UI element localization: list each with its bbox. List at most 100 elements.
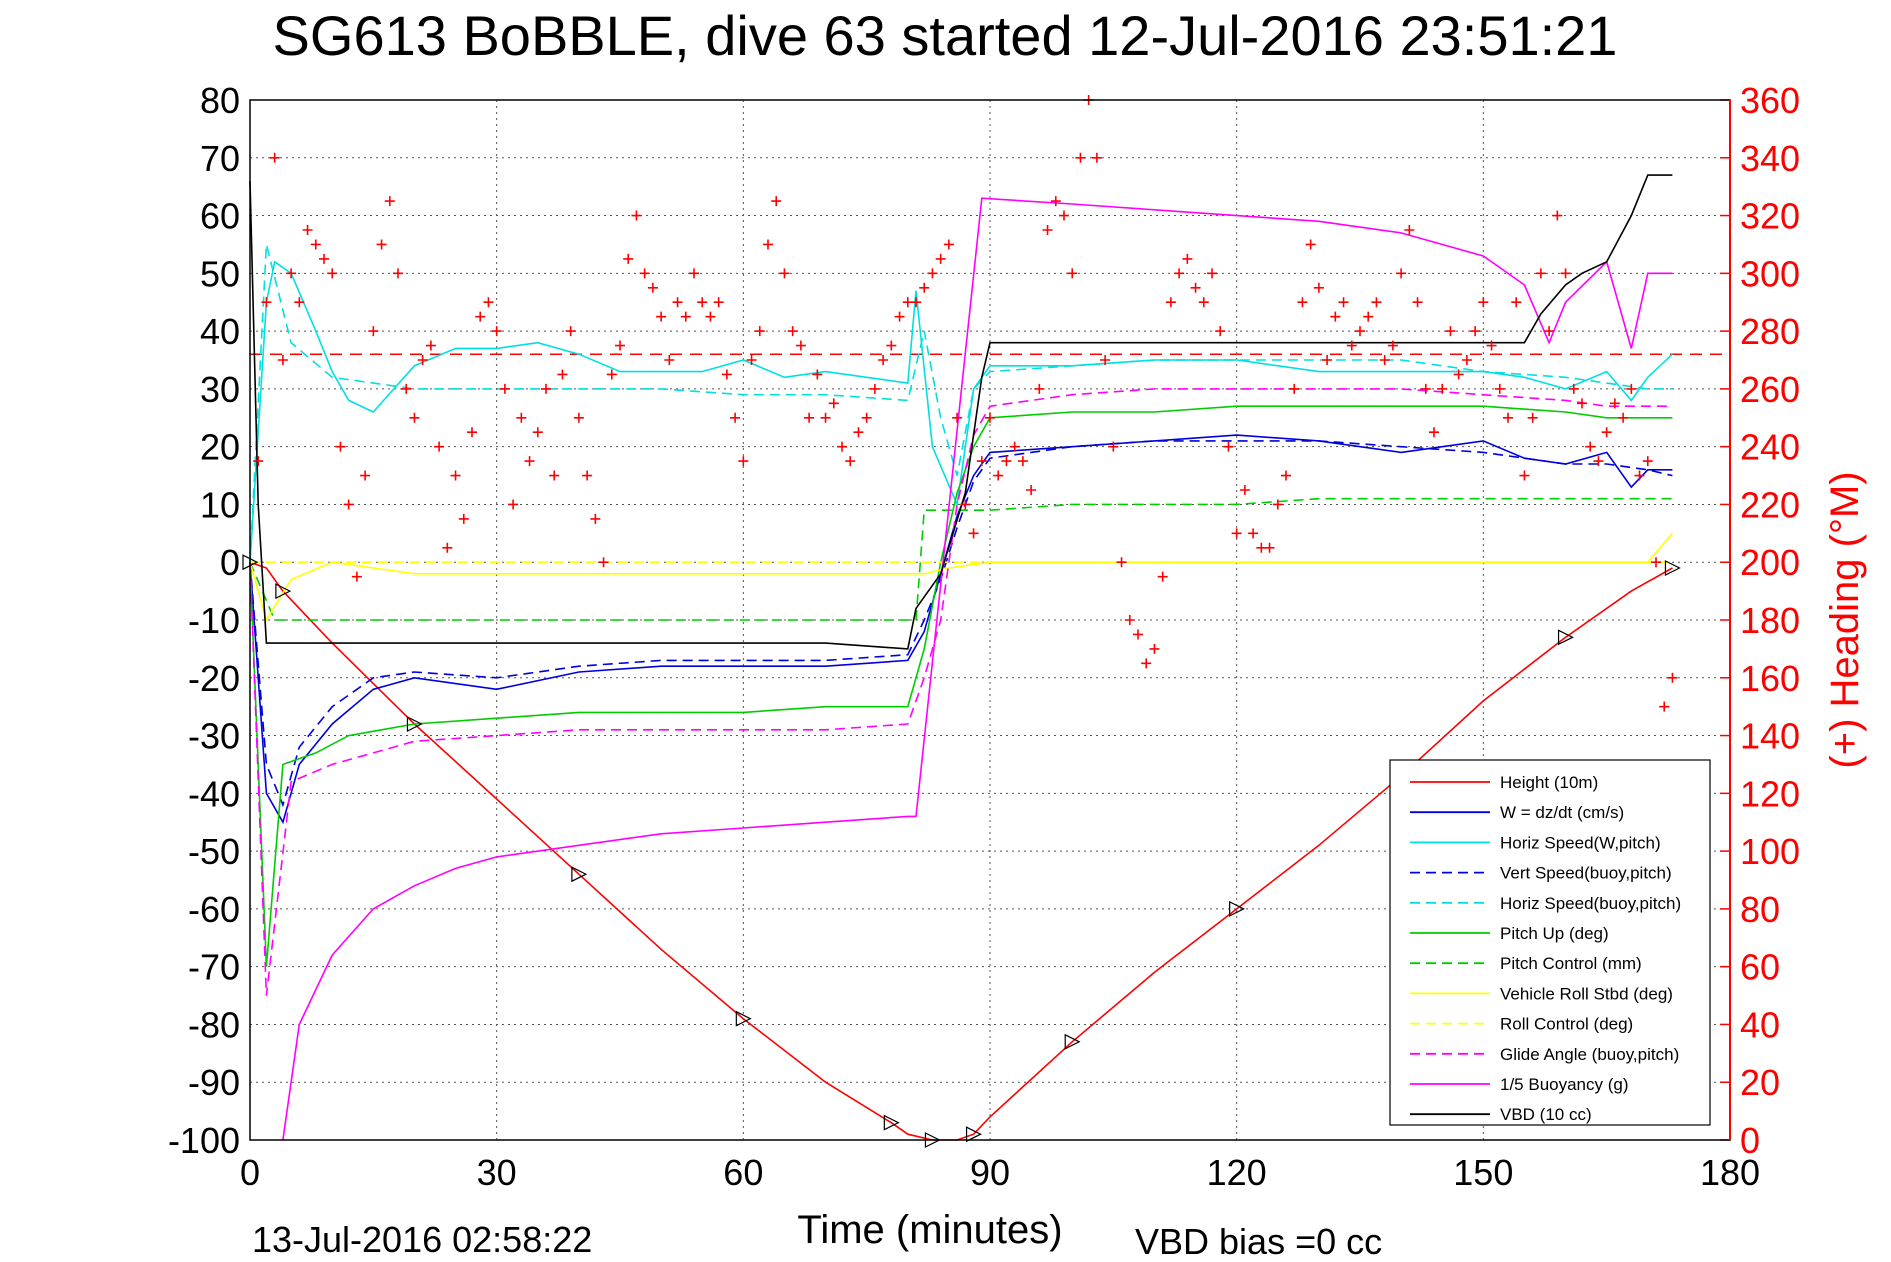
legend-label: W = dz/dt (cm/s) bbox=[1500, 803, 1624, 822]
heading-marker bbox=[508, 499, 519, 510]
heading-marker bbox=[1215, 326, 1226, 337]
depth-marker bbox=[1064, 1033, 1081, 1050]
heading-marker bbox=[1067, 268, 1078, 279]
heading-marker bbox=[1034, 383, 1045, 394]
heading-marker bbox=[713, 297, 724, 308]
heading-marker bbox=[1075, 152, 1086, 163]
heading-marker bbox=[754, 326, 765, 337]
heading-marker bbox=[1091, 152, 1102, 163]
heading-marker bbox=[894, 311, 905, 322]
y-right-tick-label: 200 bbox=[1740, 542, 1800, 583]
y-right-tick-label: 160 bbox=[1740, 658, 1800, 699]
heading-marker bbox=[837, 441, 847, 452]
heading-marker bbox=[1461, 355, 1472, 365]
y-left-tick-label: -30 bbox=[188, 716, 240, 757]
heading-marker bbox=[1157, 571, 1168, 582]
heading-marker bbox=[1544, 326, 1555, 337]
heading-marker bbox=[1494, 383, 1505, 394]
heading-marker bbox=[943, 239, 954, 250]
y-right-tick-label: 360 bbox=[1740, 80, 1800, 121]
heading-marker bbox=[590, 513, 601, 524]
heading-marker bbox=[1577, 398, 1587, 409]
heading-marker bbox=[1100, 355, 1111, 365]
heading-marker bbox=[911, 297, 921, 308]
heading-marker bbox=[623, 253, 634, 264]
depth-marker bbox=[1664, 560, 1681, 576]
heading-marker bbox=[861, 412, 872, 423]
heading-marker bbox=[1272, 499, 1283, 510]
heading-marker bbox=[368, 326, 379, 337]
x-axis-label: Time (minutes) bbox=[797, 1208, 1062, 1252]
depth-marker bbox=[406, 716, 423, 732]
x-tick-label: 0 bbox=[240, 1152, 260, 1193]
heading-marker bbox=[1330, 311, 1341, 322]
heading-marker bbox=[853, 427, 864, 438]
heading-marker bbox=[1659, 701, 1670, 712]
heading-marker bbox=[541, 383, 551, 394]
heading-marker bbox=[1198, 297, 1209, 308]
y-right-tick-label: 140 bbox=[1740, 716, 1800, 757]
heading-marker bbox=[1133, 629, 1143, 640]
heading-marker bbox=[302, 225, 313, 235]
y-right-tick-label: 340 bbox=[1740, 138, 1800, 179]
heading-marker bbox=[804, 412, 815, 423]
legend-label: Horiz Speed(buoy,pitch) bbox=[1500, 894, 1681, 913]
y-right-tick-label: 300 bbox=[1740, 253, 1800, 294]
legend-label: Vert Speed(buoy,pitch) bbox=[1500, 864, 1672, 883]
heading-marker bbox=[1642, 456, 1653, 467]
legend-label: Horiz Speed(W,pitch) bbox=[1500, 833, 1661, 852]
heading-marker bbox=[458, 513, 469, 524]
heading-marker bbox=[656, 311, 667, 322]
heading-marker bbox=[1355, 326, 1365, 337]
heading-marker bbox=[647, 282, 658, 293]
heading-marker bbox=[524, 456, 535, 467]
heading-marker bbox=[1322, 355, 1333, 365]
heading-marker bbox=[319, 253, 329, 264]
heading-marker bbox=[738, 456, 749, 467]
heading-marker bbox=[689, 268, 699, 279]
heading-marker bbox=[467, 427, 477, 438]
legend-label: Pitch Control (mm) bbox=[1500, 954, 1642, 973]
heading-marker bbox=[1346, 340, 1357, 351]
heading-marker bbox=[1626, 383, 1637, 394]
heading-marker bbox=[1503, 412, 1513, 423]
heading-marker bbox=[327, 268, 338, 279]
heading-marker bbox=[787, 326, 798, 337]
heading-marker bbox=[1601, 427, 1612, 438]
y-right-tick-label: 180 bbox=[1740, 600, 1800, 641]
heading-marker bbox=[968, 528, 979, 539]
heading-marker bbox=[598, 557, 609, 568]
y-left-tick-label: 50 bbox=[200, 253, 240, 294]
heading-marker bbox=[763, 239, 773, 250]
heading-marker bbox=[993, 470, 1004, 481]
heading-marker bbox=[606, 369, 617, 380]
y-left-tick-label: 80 bbox=[200, 80, 240, 121]
heading-marker bbox=[1609, 398, 1620, 409]
right-axis-label: (+) Heading (°M) bbox=[1823, 471, 1867, 768]
heading-marker bbox=[1017, 456, 1028, 467]
depth-marker bbox=[1229, 900, 1246, 917]
legend: Height (10m) W = dz/dt (cm/s) Horiz Speed(… bbox=[1389, 759, 1711, 1126]
heading-marker bbox=[376, 239, 387, 250]
x-tick-label: 150 bbox=[1453, 1152, 1513, 1193]
heading-marker bbox=[1651, 557, 1661, 568]
heading-marker bbox=[401, 383, 412, 394]
heading-marker bbox=[1445, 326, 1456, 337]
legend-label: Height (10m) bbox=[1500, 773, 1598, 792]
heading-marker bbox=[672, 297, 683, 308]
x-tick-label: 60 bbox=[723, 1152, 763, 1193]
heading-marker bbox=[253, 456, 264, 467]
heading-marker bbox=[351, 571, 362, 582]
heading-marker bbox=[985, 412, 995, 423]
right-axis-ticks: 3603403203002802602402202001801601401201… bbox=[1720, 80, 1800, 1161]
heading-marker bbox=[417, 355, 428, 365]
y-right-tick-label: 320 bbox=[1740, 196, 1800, 237]
heading-marker bbox=[795, 340, 806, 351]
depth-marker bbox=[735, 1010, 752, 1027]
heading-marker bbox=[557, 369, 568, 380]
depth-marker bbox=[1557, 629, 1574, 646]
depth-marker bbox=[275, 583, 292, 600]
heading-marker bbox=[1429, 427, 1439, 438]
heading-marker bbox=[1248, 528, 1259, 539]
heading-marker bbox=[1207, 268, 1217, 279]
